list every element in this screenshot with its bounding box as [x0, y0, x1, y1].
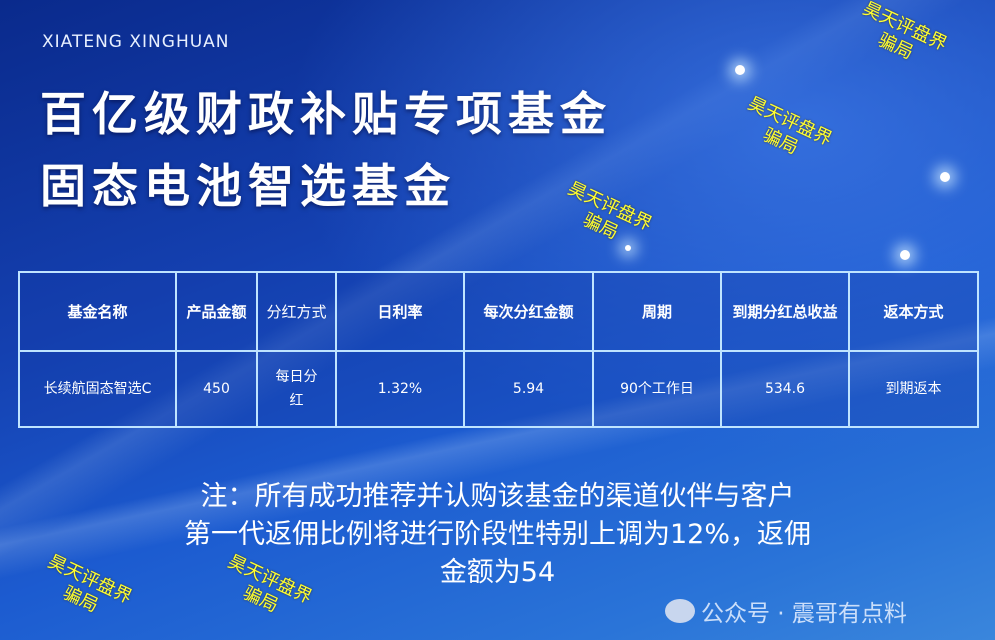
watermark: 昊天评盘界 骗局 — [850, 0, 950, 76]
wechat-icon — [665, 599, 695, 623]
cell: 1.32% — [335, 350, 465, 428]
star-sparkle — [735, 65, 745, 75]
title-line-1: 百亿级财政补贴专项基金 — [40, 87, 612, 141]
fund-table: 基金名称 产品金额 分红方式 日利率 每次分红金额 周期 到期分红总收益 返本方… — [18, 271, 979, 428]
note: 注：所有成功推荐并认购该基金的渠道伙伴与客户 第一代返佣比例将进行阶段性特别上调… — [0, 478, 995, 592]
footer-text: 公众号 · 震哥有点料 — [701, 601, 907, 627]
header-cell: 产品金额 — [175, 271, 258, 352]
cell: 90个工作日 — [592, 350, 722, 428]
cell: 长续航固态智选C — [18, 350, 177, 428]
watermark: 昊天评盘界 骗局 — [555, 178, 655, 256]
cell: 5.94 — [463, 350, 594, 428]
header-cell: 日利率 — [335, 271, 465, 352]
header-cell: 基金名称 — [18, 271, 177, 352]
header-cell: 周期 — [592, 271, 722, 352]
header-cell: 每次分红金额 — [463, 271, 594, 352]
note-line: 第一代返佣比例将进行阶段性特别上调为12%，返佣 — [183, 519, 811, 550]
watermark: 昊天评盘界 骗局 — [735, 93, 835, 171]
star-sparkle — [625, 245, 631, 251]
cell: 450 — [175, 350, 258, 428]
cell: 到期返本 — [848, 350, 979, 428]
brand-name: XIATENG XINGHUAN — [42, 32, 230, 52]
header-cell: 分红方式 — [256, 271, 337, 352]
header-cell: 到期分红总收益 — [720, 271, 850, 352]
star-sparkle — [900, 250, 910, 260]
footer-account: 公众号 · 震哥有点料 — [665, 594, 907, 628]
table-row: 长续航固态智选C 450 每日分红 1.32% 5.94 90个工作日 534.… — [18, 350, 979, 428]
title-line-2: 固态电池智选基金 — [40, 159, 456, 213]
cell: 534.6 — [720, 350, 850, 428]
note-line: 注：所有成功推荐并认购该基金的渠道伙伴与客户 — [200, 481, 795, 512]
table-header-row: 基金名称 产品金额 分红方式 日利率 每次分红金额 周期 到期分红总收益 返本方… — [18, 271, 979, 352]
header-cell: 返本方式 — [848, 271, 979, 352]
note-line: 金额为54 — [439, 557, 556, 588]
cell: 每日分红 — [256, 350, 337, 428]
star-sparkle — [940, 172, 950, 182]
